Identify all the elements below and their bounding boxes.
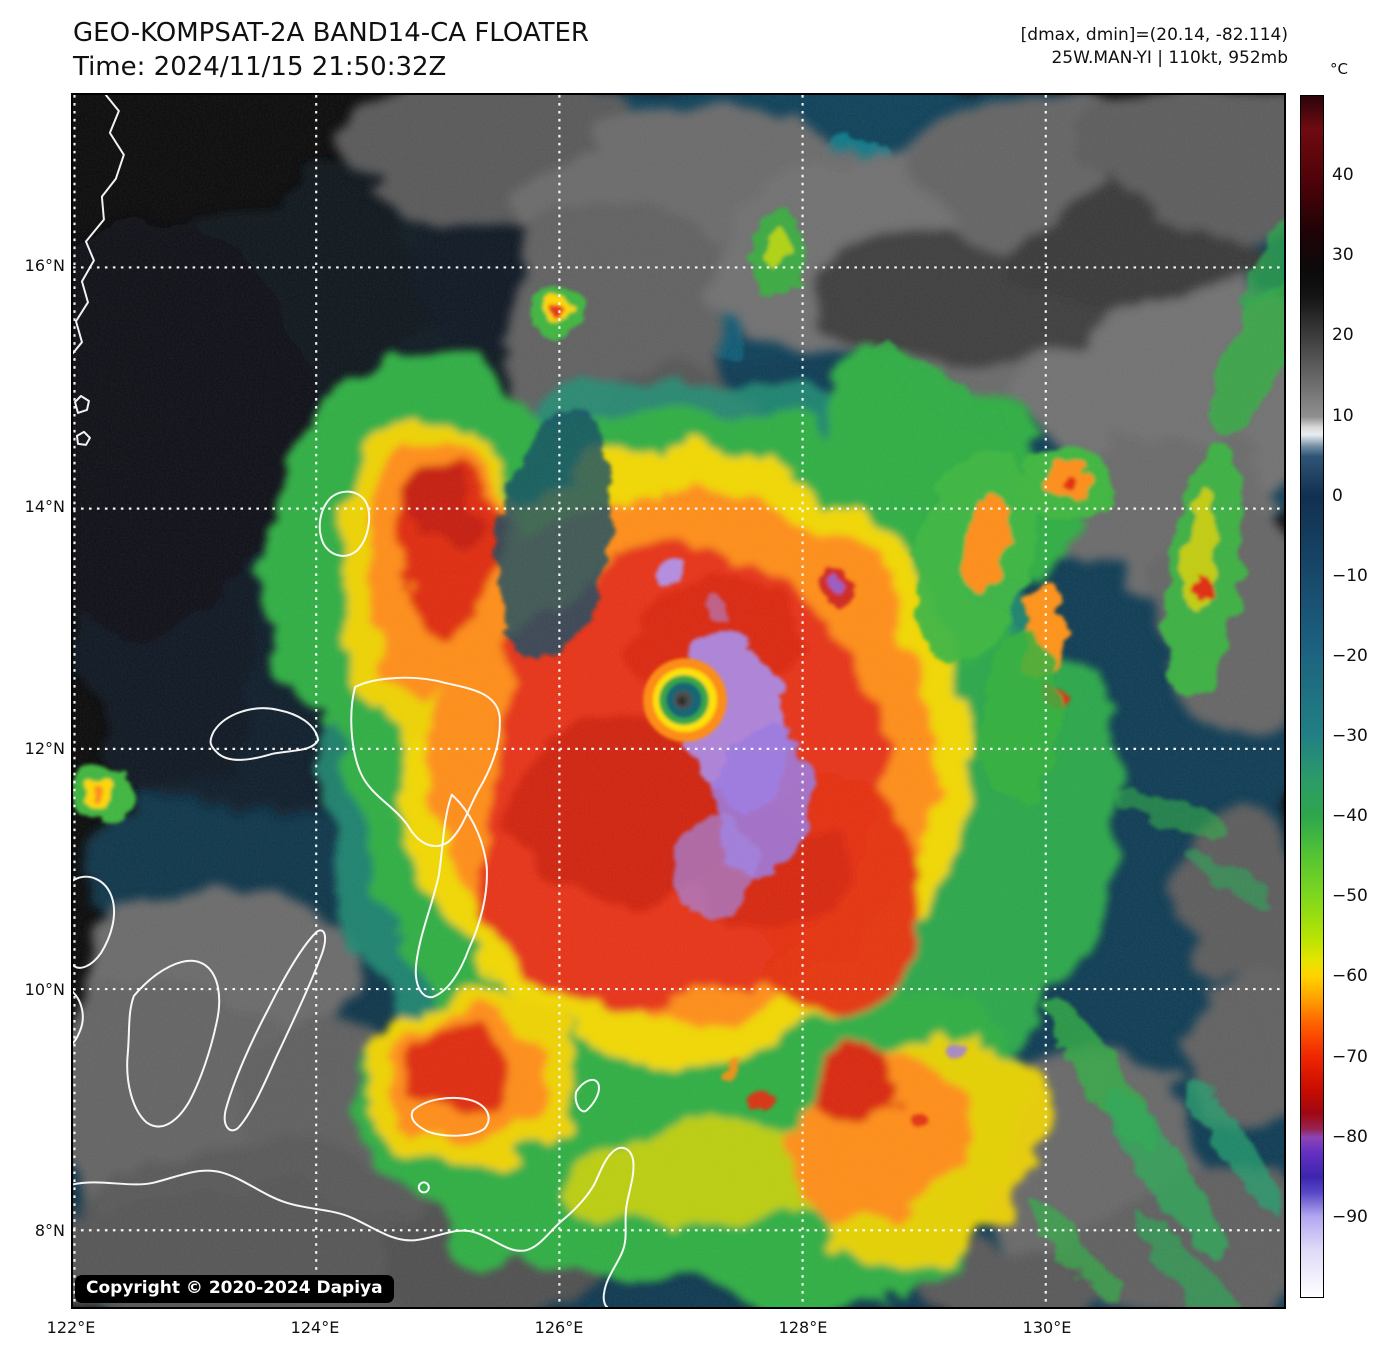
- y-axis-tick-label: 16°N: [24, 256, 65, 275]
- y-axis-tick-label: 10°N: [24, 980, 65, 1000]
- coastline-catanduanes: [318, 490, 371, 557]
- coastline-luzon: [73, 95, 125, 355]
- coastline-samar: [350, 676, 501, 847]
- coastline-negros: [126, 959, 221, 1128]
- colorbar-tick: −40: [1332, 806, 1368, 827]
- x-axis-tick-label: 126°E: [534, 1318, 584, 1337]
- colorbar-tick: −70: [1332, 1046, 1368, 1067]
- colorbar-tick: −20: [1332, 645, 1368, 666]
- dmax-dmin-label: [dmax, dmin]=(20.14, -82.114): [1020, 25, 1288, 45]
- image-grain: [73, 95, 1284, 1307]
- colorbar-tick: −30: [1332, 726, 1368, 747]
- coastline-leyte: [414, 793, 488, 999]
- colorbar-tick: −90: [1332, 1206, 1368, 1227]
- coastline-masbate: [209, 707, 320, 761]
- colorbar-tick: 40: [1332, 165, 1354, 186]
- coastline-cebu: [223, 929, 327, 1132]
- coastline-surigao: [417, 1078, 600, 1194]
- page-title: GEO-KOMPSAT-2A BAND14-CA FLOATER: [73, 18, 590, 48]
- coastline-islets: [73, 395, 91, 446]
- colorbar-tick: 20: [1332, 325, 1354, 346]
- x-axis-tick-label: 122°E: [46, 1318, 96, 1337]
- y-axis-tick-label: 8°N: [34, 1221, 65, 1241]
- x-axis-tick-label: 128°E: [778, 1318, 828, 1337]
- temperature-colorbar: [1300, 95, 1324, 1298]
- colorbar-tick: −60: [1332, 966, 1368, 987]
- x-axis-tick-label: 124°E: [290, 1318, 340, 1337]
- x-axis-tick-label: 130°E: [1022, 1318, 1072, 1337]
- info-block: [dmax, dmin]=(20.14, -82.114) 25W.MAN-YI…: [1021, 24, 1288, 70]
- satellite-image: [73, 95, 1284, 1307]
- copyright-badge: Copyright © 2020-2024 Dapiya: [75, 1275, 394, 1303]
- coastline-mindanao: [73, 1146, 635, 1307]
- coastline-bohol: [410, 1096, 490, 1137]
- coastlines-philippines: [73, 95, 635, 1307]
- y-axis-tick-label: 12°N: [24, 738, 65, 758]
- timestamp: Time: 2024/11/15 21:50:32Z: [73, 52, 447, 82]
- satellite-map-panel: Copyright © 2020-2024 Dapiya: [71, 93, 1286, 1309]
- colorbar-tick: −10: [1332, 565, 1368, 586]
- lat-lon-grid: [73, 95, 1284, 1307]
- colorbar-tick: −80: [1332, 1126, 1368, 1147]
- colorbar-tick: 30: [1332, 245, 1354, 266]
- storm-status-label: 25W.MAN-YI | 110kt, 952mb: [1051, 48, 1288, 68]
- colorbar-tick: −50: [1332, 886, 1368, 907]
- y-axis-tick-label: 14°N: [24, 497, 65, 517]
- coastline-panay: [73, 875, 116, 1044]
- colorbar-tick: 0: [1332, 485, 1343, 506]
- title-block: GEO-KOMPSAT-2A BAND14-CA FLOATER Time: 2…: [73, 16, 589, 84]
- colorbar-tick: 10: [1332, 405, 1354, 426]
- colorbar-unit-label: °C: [1330, 60, 1348, 78]
